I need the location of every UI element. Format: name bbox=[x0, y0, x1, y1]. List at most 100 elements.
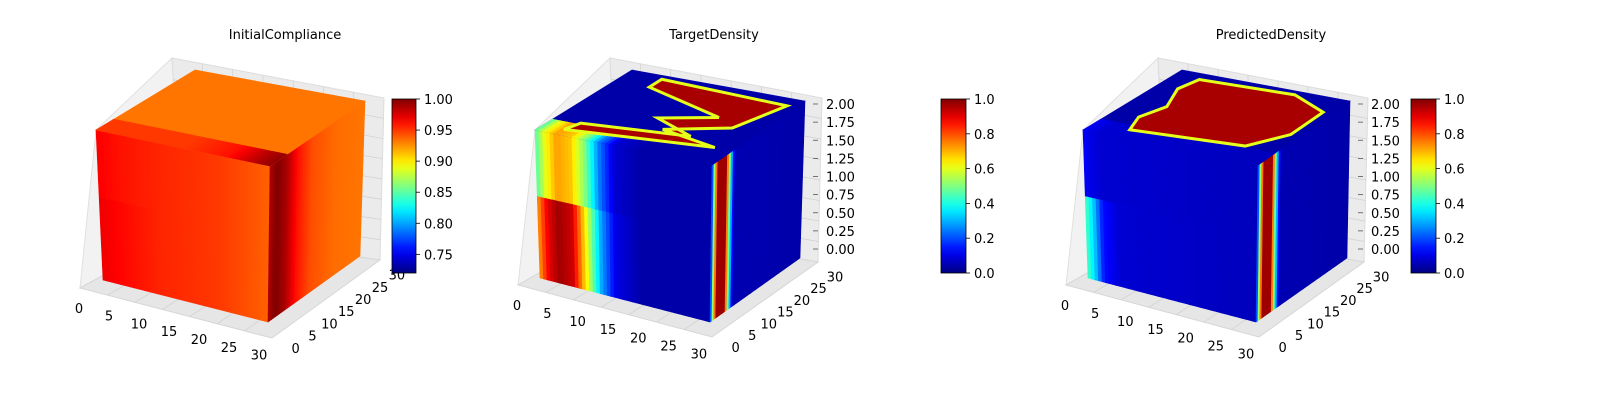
y-tick-label: 30 bbox=[1373, 271, 1390, 286]
y-tick-label: 0 bbox=[292, 342, 300, 357]
z-tick-label: 1.50 bbox=[826, 134, 855, 149]
y-tick-label: 20 bbox=[794, 294, 811, 309]
y-tick-label: 5 bbox=[308, 330, 316, 345]
front-face-lower-strip bbox=[1217, 226, 1222, 314]
x-tick-label: 0 bbox=[1061, 299, 1069, 314]
y-tick-label: 25 bbox=[1356, 282, 1373, 297]
colorbar-tick-label: 0.95 bbox=[424, 124, 453, 139]
front-face-upper-strip bbox=[663, 155, 669, 227]
front-face-upper-strip bbox=[215, 154, 220, 226]
x-tick-label: 20 bbox=[630, 331, 647, 346]
front-face-lower-strip bbox=[660, 223, 665, 311]
front-face-upper-strip bbox=[236, 158, 242, 231]
z-tick-label: 2.00 bbox=[1371, 98, 1400, 113]
front-face-upper-strip bbox=[1217, 156, 1222, 228]
y-tick-label: 20 bbox=[1340, 294, 1357, 309]
chart-title: TargetDensity bbox=[668, 28, 759, 43]
z-tick-label: 1.75 bbox=[1371, 116, 1400, 131]
x-tick-label: 20 bbox=[191, 333, 208, 348]
z-tick-label: 1.75 bbox=[826, 116, 855, 131]
z-tick-label: 0.50 bbox=[826, 207, 855, 222]
colorbar-tick-label: 0.8 bbox=[974, 128, 995, 143]
colorbar-tick-label: 0.80 bbox=[424, 217, 453, 232]
colorbar-tick-label: 0.6 bbox=[1444, 163, 1465, 178]
front-face-upper-strip bbox=[222, 155, 227, 227]
z-tick-label: 0.25 bbox=[826, 225, 855, 240]
front-face-lower-strip bbox=[1206, 223, 1211, 311]
front-face-upper-strip bbox=[233, 158, 238, 230]
z-tick-label: 0.75 bbox=[826, 189, 855, 204]
colorbar-tick-label: 0.0 bbox=[974, 267, 995, 282]
front-face-lower-strip bbox=[1195, 221, 1201, 308]
colorbar-tick-label: 0.2 bbox=[974, 232, 995, 247]
front-face-lower-strip bbox=[229, 226, 234, 314]
colorbar-tick-label: 1.0 bbox=[1444, 93, 1465, 108]
front-face-lower-strip bbox=[645, 220, 651, 307]
front-face-upper-strip bbox=[641, 150, 647, 222]
front-face-lower-strip bbox=[670, 226, 676, 314]
y-tick-label: 5 bbox=[748, 329, 756, 344]
x-tick-label: 30 bbox=[691, 348, 708, 363]
colorbar-tick-label: 0.8 bbox=[1444, 128, 1465, 143]
z-tick-label: 1.50 bbox=[1371, 134, 1400, 149]
z-tick-label: 0.25 bbox=[1371, 225, 1400, 240]
front-face-lower-strip bbox=[219, 224, 224, 312]
front-face-upper-strip bbox=[674, 157, 680, 229]
colorbar-tick-label: 1.00 bbox=[424, 93, 453, 108]
chart-title: PredictedDensity bbox=[1216, 28, 1327, 43]
front-face-upper-strip bbox=[240, 159, 245, 231]
x-tick-label: 30 bbox=[1238, 348, 1255, 363]
y-tick-label: 10 bbox=[1307, 317, 1324, 332]
y-tick-label: 0 bbox=[732, 341, 740, 356]
front-face-upper-strip bbox=[1220, 157, 1226, 229]
colorbar-tick-label: 0.90 bbox=[424, 155, 453, 170]
colorbar-tick-label: 0.6 bbox=[974, 163, 995, 178]
x-tick-label: 5 bbox=[105, 310, 113, 325]
x-tick-label: 10 bbox=[569, 315, 586, 330]
front-face-upper-strip bbox=[1203, 153, 1208, 225]
front-face-upper-strip bbox=[670, 156, 676, 228]
y-tick-label: 25 bbox=[372, 281, 389, 296]
x-tick-label: 25 bbox=[221, 341, 238, 356]
y-tick-label: 0 bbox=[1279, 341, 1287, 356]
z-tick-label: 1.25 bbox=[826, 152, 855, 167]
colorbar-tick-label: 0.85 bbox=[424, 186, 453, 201]
front-face-upper-strip bbox=[226, 156, 231, 228]
top-face-dense-region bbox=[1127, 77, 1326, 148]
y-tick-label: 5 bbox=[1295, 329, 1303, 344]
front-face-lower-strip bbox=[1210, 224, 1215, 312]
front-face-lower-strip bbox=[236, 228, 242, 316]
z-tick-label: 0.00 bbox=[826, 243, 855, 258]
x-tick-label: 10 bbox=[1117, 315, 1134, 330]
front-face-upper-strip bbox=[656, 153, 661, 225]
z-tick-label: 0.50 bbox=[1371, 207, 1400, 222]
x-tick-label: 20 bbox=[1177, 331, 1194, 346]
y-tick-label: 15 bbox=[1324, 306, 1341, 321]
front-face-upper-strip bbox=[1192, 151, 1197, 223]
colorbar-tick-label: 1.0 bbox=[974, 93, 995, 108]
front-face-upper-strip bbox=[1188, 150, 1193, 222]
top-face-edge-strip bbox=[1253, 152, 1276, 166]
front-face-upper-strip bbox=[1199, 152, 1204, 224]
front-face-upper-strip bbox=[1206, 154, 1211, 226]
y-tick-label: 30 bbox=[827, 271, 844, 286]
front-face-upper-strip bbox=[1213, 155, 1219, 228]
front-face-lower-strip bbox=[222, 225, 228, 312]
colorbar-tick-label: 0.75 bbox=[424, 248, 453, 263]
top-face-dense-region bbox=[563, 77, 793, 149]
y-tick-label: 15 bbox=[777, 306, 794, 321]
x-tick-label: 15 bbox=[1147, 323, 1164, 338]
colorbar-tick-label: 0.2 bbox=[1444, 232, 1465, 247]
x-tick-label: 30 bbox=[251, 349, 268, 364]
y-tick-label: 10 bbox=[761, 317, 778, 332]
front-face-lower-strip bbox=[1192, 220, 1197, 307]
front-face-lower-strip bbox=[667, 225, 672, 313]
front-face-upper-strip bbox=[649, 152, 654, 224]
front-face-lower-strip bbox=[649, 221, 654, 308]
x-tick-label: 10 bbox=[131, 317, 148, 332]
x-tick-label: 25 bbox=[1208, 339, 1225, 354]
z-tick-label: 1.00 bbox=[1371, 171, 1400, 186]
